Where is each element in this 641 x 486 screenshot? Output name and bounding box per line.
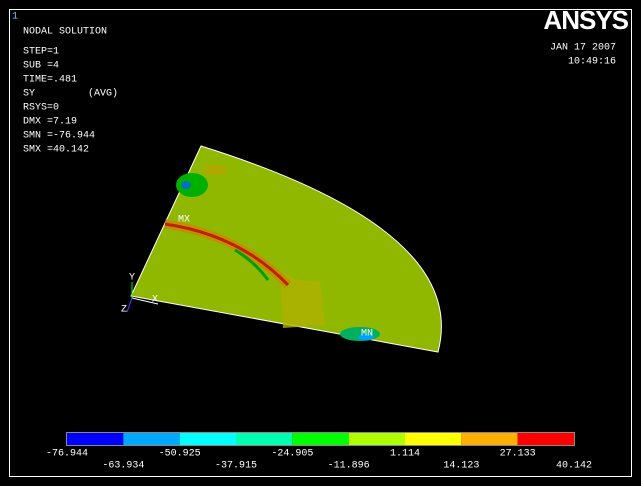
legend-frame: [66, 432, 575, 446]
min-marker: MN: [361, 329, 373, 340]
frame: [9, 9, 632, 477]
info-line: TIME=.481: [23, 75, 77, 86]
legend-swatch: [348, 433, 405, 445]
contour-patch: [181, 181, 191, 189]
model: [130, 145, 442, 353]
info-line: DMX =7.19: [23, 117, 77, 128]
contour-band: [164, 222, 290, 287]
legend: -76.944 -63.934 -50.925 -37.915 -24.905 -11.8…: [46, 432, 592, 472]
legend-label: 40.142: [556, 461, 592, 472]
legend-swatch: [292, 433, 349, 445]
legend-label: -11.896: [328, 461, 370, 472]
contour-band: [234, 248, 270, 281]
contour-patch: [176, 173, 208, 197]
logo: ANSYS: [543, 5, 628, 35]
info-avg: (AVG): [88, 88, 118, 100]
date: JAN 17 2007: [550, 43, 616, 54]
contour-patch: [203, 165, 227, 175]
legend-swatch: [405, 433, 462, 445]
triad-x: [131, 297, 159, 305]
legend-label: -63.934: [102, 461, 144, 472]
info-item: SY: [23, 89, 35, 100]
legend-swatch: [461, 433, 518, 445]
contour-patch: [280, 270, 325, 328]
window-number: 1: [12, 12, 18, 23]
legend-label: -50.925: [159, 449, 201, 460]
info-line: SUB =4: [23, 61, 59, 72]
legend-label: 14.123: [443, 461, 479, 472]
legend-label: -37.915: [215, 461, 257, 472]
info-line: SMN =-76.944: [23, 131, 95, 142]
legend-swatch: [179, 433, 236, 445]
legend-swatch: [67, 433, 124, 445]
triad-z: [126, 297, 133, 313]
info-line: SMX =40.142: [23, 145, 89, 156]
contour-patch: [358, 334, 374, 340]
info-title: NODAL SOLUTION: [23, 27, 107, 38]
legend-label: -24.905: [271, 449, 313, 460]
triad-label: Z: [121, 305, 127, 316]
triad-label: X: [152, 295, 158, 306]
legend-swatch: [236, 433, 293, 445]
legend-label: 1.114: [390, 449, 420, 460]
info-line: STEP=1: [23, 47, 59, 58]
max-marker: MX: [178, 215, 190, 226]
triad-label: Y: [129, 273, 135, 284]
info-line: RSYS=0: [23, 103, 59, 114]
legend-label: 27.133: [500, 449, 536, 460]
legend-label: -76.944: [46, 449, 88, 460]
legend-swatch: [517, 433, 574, 445]
time: 10:49:16: [568, 57, 616, 68]
legend-swatch: [123, 433, 180, 445]
